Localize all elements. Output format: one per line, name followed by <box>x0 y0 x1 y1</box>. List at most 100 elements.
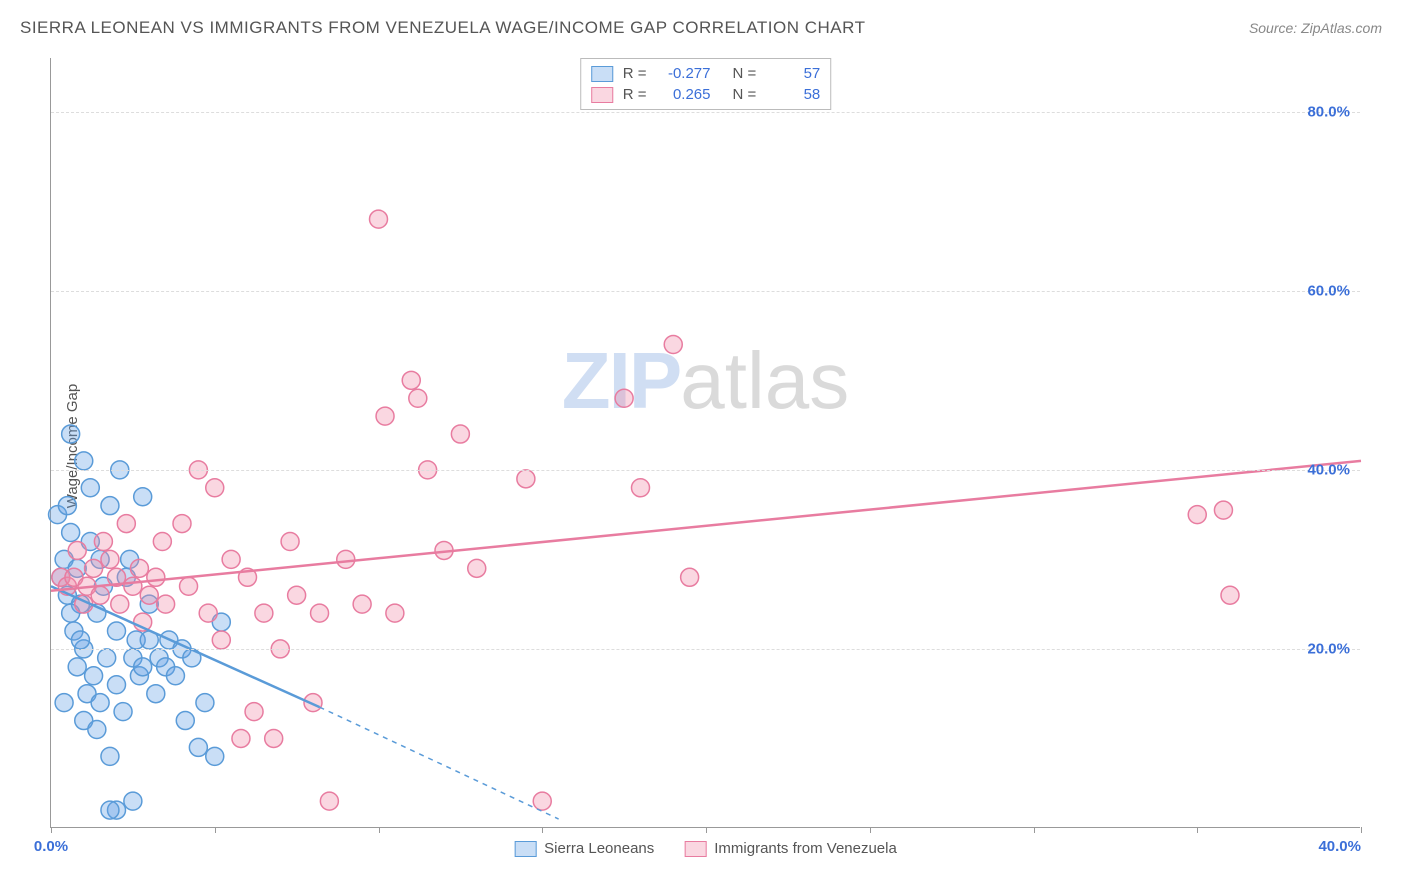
data-point <box>615 389 633 407</box>
data-point <box>451 425 469 443</box>
gridline-h <box>51 649 1360 650</box>
legend-label-venezuela: Immigrants from Venezuela <box>714 840 897 857</box>
stats-box: R = -0.277 N = 57 R = 0.265 N = 58 <box>580 58 832 110</box>
data-point <box>222 550 240 568</box>
swatch-sierra <box>591 66 613 82</box>
data-point <box>353 595 371 613</box>
xtick <box>1361 827 1362 833</box>
data-point <box>533 792 551 810</box>
data-point <box>206 747 224 765</box>
stat-r-value-venezuela: 0.265 <box>657 86 711 103</box>
data-point <box>68 541 86 559</box>
stat-n-value-sierra: 57 <box>766 65 820 82</box>
data-point <box>311 604 329 622</box>
data-point <box>1214 501 1232 519</box>
data-point <box>245 703 263 721</box>
data-point <box>517 470 535 488</box>
data-point <box>212 631 230 649</box>
swatch-venezuela <box>591 87 613 103</box>
legend: Sierra Leoneans Immigrants from Venezuel… <box>514 840 897 857</box>
stat-n-label: N = <box>733 65 757 82</box>
data-point <box>147 568 165 586</box>
xtick <box>51 827 52 833</box>
data-point <box>117 515 135 533</box>
xtick <box>1197 827 1198 833</box>
data-point <box>153 532 171 550</box>
data-point <box>91 586 109 604</box>
xtick-label: 40.0% <box>1318 838 1361 855</box>
data-point <box>199 604 217 622</box>
data-point <box>68 658 86 676</box>
gridline-h <box>51 470 1360 471</box>
trend-line <box>51 461 1361 591</box>
source-label: Source: ZipAtlas.com <box>1249 20 1382 36</box>
trend-line-dashed <box>320 707 559 819</box>
data-point <box>288 586 306 604</box>
data-point <box>101 497 119 515</box>
legend-swatch-venezuela <box>684 841 706 857</box>
data-point <box>85 667 103 685</box>
data-point <box>134 488 152 506</box>
data-point <box>58 497 76 515</box>
data-point <box>173 515 191 533</box>
ytick-label: 20.0% <box>1307 640 1350 657</box>
data-point <box>88 721 106 739</box>
legend-swatch-sierra <box>514 841 536 857</box>
data-point <box>108 622 126 640</box>
legend-label-sierra: Sierra Leoneans <box>544 840 654 857</box>
data-point <box>468 559 486 577</box>
xtick <box>215 827 216 833</box>
data-point <box>180 577 198 595</box>
xtick <box>542 827 543 833</box>
data-point <box>632 479 650 497</box>
data-point <box>62 425 80 443</box>
ytick-label: 80.0% <box>1307 103 1350 120</box>
data-point <box>281 532 299 550</box>
data-point <box>1188 506 1206 524</box>
data-point <box>140 586 158 604</box>
xtick <box>1034 827 1035 833</box>
data-point <box>402 371 420 389</box>
stats-row-venezuela: R = 0.265 N = 58 <box>591 84 821 105</box>
stat-r-value-sierra: -0.277 <box>657 65 711 82</box>
data-point <box>1221 586 1239 604</box>
data-point <box>101 747 119 765</box>
data-point <box>320 792 338 810</box>
data-point <box>91 694 109 712</box>
xtick <box>706 827 707 833</box>
data-point <box>189 738 207 756</box>
data-point <box>337 550 355 568</box>
data-point <box>62 524 80 542</box>
chart-container: SIERRA LEONEAN VS IMMIGRANTS FROM VENEZU… <box>0 0 1406 892</box>
data-point <box>376 407 394 425</box>
xtick-label: 0.0% <box>34 838 68 855</box>
gridline-h <box>51 291 1360 292</box>
data-point <box>111 595 129 613</box>
data-point <box>85 559 103 577</box>
xtick <box>379 827 380 833</box>
data-point <box>386 604 404 622</box>
data-point <box>196 694 214 712</box>
legend-item-sierra: Sierra Leoneans <box>514 840 654 857</box>
data-point <box>370 210 388 228</box>
plot-svg <box>51 58 1361 828</box>
data-point <box>130 559 148 577</box>
data-point <box>75 452 93 470</box>
data-point <box>108 676 126 694</box>
gridline-h <box>51 112 1360 113</box>
stat-n-value-venezuela: 58 <box>766 86 820 103</box>
chart-title: SIERRA LEONEAN VS IMMIGRANTS FROM VENEZU… <box>20 18 866 38</box>
stat-n-label: N = <box>733 86 757 103</box>
ytick-label: 40.0% <box>1307 461 1350 478</box>
stat-r-label: R = <box>623 65 647 82</box>
data-point <box>134 658 152 676</box>
data-point <box>101 801 119 819</box>
stats-row-sierra: R = -0.277 N = 57 <box>591 63 821 84</box>
data-point <box>232 729 250 747</box>
data-point <box>206 479 224 497</box>
data-point <box>255 604 273 622</box>
data-point <box>124 792 142 810</box>
data-point <box>98 649 116 667</box>
data-point <box>265 729 283 747</box>
xtick <box>870 827 871 833</box>
